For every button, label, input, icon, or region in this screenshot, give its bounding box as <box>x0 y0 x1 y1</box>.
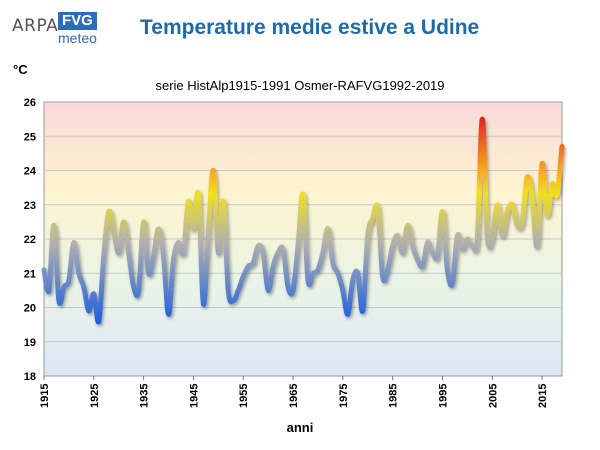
y-tick-label: 23 <box>24 200 36 212</box>
x-tick-label: 2005 <box>487 384 499 408</box>
chart-title: Temperature medie estive a Udine <box>140 16 480 39</box>
x-tick-label: 1915 <box>39 384 51 408</box>
x-tick-label: 1925 <box>89 384 101 408</box>
x-tick-label: 1945 <box>188 384 200 408</box>
y-tick-label: 20 <box>24 303 36 315</box>
x-tick-label: 1965 <box>288 384 300 408</box>
x-tick-label: 2015 <box>537 384 549 408</box>
x-axis-label: anni <box>286 420 314 435</box>
y-tick-label: 21 <box>24 268 36 280</box>
temperature-series-line <box>41 116 565 325</box>
y-tick-label: 18 <box>24 371 36 383</box>
x-tick-label: 1975 <box>338 384 350 408</box>
chart-subtitle: serie HistAlp1915-1991 Osmer-RAFVG1992-2… <box>155 78 445 93</box>
y-tick-label: 26 <box>24 97 36 109</box>
x-tick-label: 1995 <box>437 384 449 408</box>
logo-meteo-text: meteo <box>58 30 97 46</box>
y-tick-label: 22 <box>24 234 36 246</box>
logo-fvg-text: FVG <box>58 12 97 30</box>
x-tick-label: 1935 <box>139 384 151 408</box>
y-tick-label: 25 <box>24 131 36 143</box>
y-tick-label: 19 <box>24 337 36 349</box>
y-axis-label: °C <box>13 62 28 77</box>
x-tick-label: 1985 <box>388 384 400 408</box>
logo-arpa-text: ARPA <box>12 16 59 36</box>
x-tick-label: 1955 <box>238 384 250 408</box>
arpa-fvg-meteo-logo: ARPA FVG meteo <box>12 10 122 46</box>
y-tick-label: 24 <box>24 166 37 178</box>
